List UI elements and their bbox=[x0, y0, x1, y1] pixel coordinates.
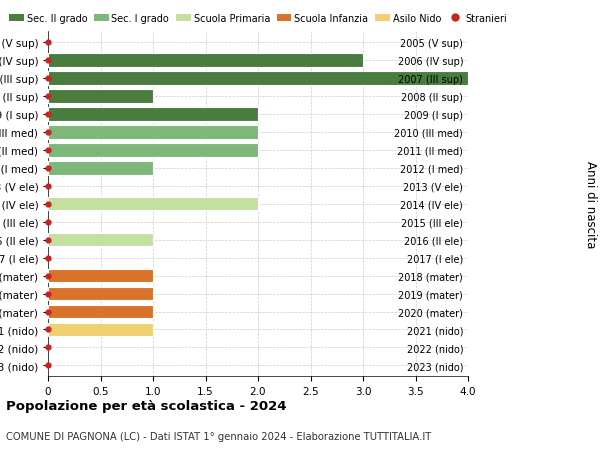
Bar bbox=[48, 162, 153, 175]
Legend: Sec. II grado, Sec. I grado, Scuola Primaria, Scuola Infanzia, Asilo Nido, Stran: Sec. II grado, Sec. I grado, Scuola Prim… bbox=[9, 14, 507, 24]
Bar bbox=[48, 323, 153, 336]
Bar bbox=[48, 90, 153, 103]
Text: COMUNE DI PAGNONA (LC) - Dati ISTAT 1° gennaio 2024 - Elaborazione TUTTITALIA.IT: COMUNE DI PAGNONA (LC) - Dati ISTAT 1° g… bbox=[6, 431, 431, 442]
Text: Anni di nascita: Anni di nascita bbox=[584, 161, 597, 248]
Bar bbox=[48, 233, 153, 247]
Bar bbox=[48, 126, 258, 139]
Bar bbox=[48, 269, 153, 283]
Text: Popolazione per età scolastica - 2024: Popolazione per età scolastica - 2024 bbox=[6, 399, 287, 412]
Bar bbox=[48, 72, 468, 85]
Bar bbox=[48, 287, 153, 301]
Bar bbox=[48, 305, 153, 319]
Bar bbox=[48, 108, 258, 121]
Bar bbox=[48, 54, 363, 67]
Bar bbox=[48, 197, 258, 211]
Bar bbox=[48, 144, 258, 157]
